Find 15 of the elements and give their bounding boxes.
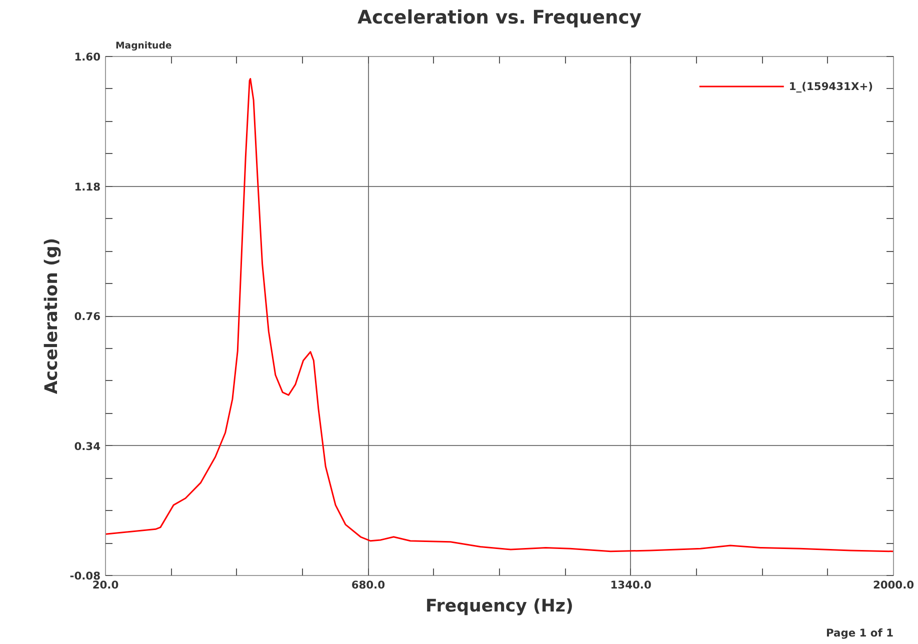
line-series xyxy=(106,78,894,552)
y-tick-label: 1.60 xyxy=(74,50,101,64)
x-axis-title: Frequency (Hz) xyxy=(426,596,574,616)
y-axis-title: Acceleration (g) xyxy=(42,238,62,394)
y-tick-label: 0.34 xyxy=(74,440,101,453)
chart-title: Acceleration vs. Frequency xyxy=(358,8,642,28)
x-tick-label: 20.0 xyxy=(92,578,119,592)
x-tick-label: 680.0 xyxy=(351,578,386,592)
x-tick-label: 1340.0 xyxy=(610,578,652,592)
x-tick-label: 2000.0 xyxy=(872,578,914,592)
text: 1_(159431X+) xyxy=(788,80,873,92)
text: Magnitude xyxy=(116,40,172,52)
text: Page 1 of 1 xyxy=(826,626,894,640)
y-tick-label: 1.18 xyxy=(74,180,101,194)
y-tick-label: 0.76 xyxy=(74,310,101,323)
